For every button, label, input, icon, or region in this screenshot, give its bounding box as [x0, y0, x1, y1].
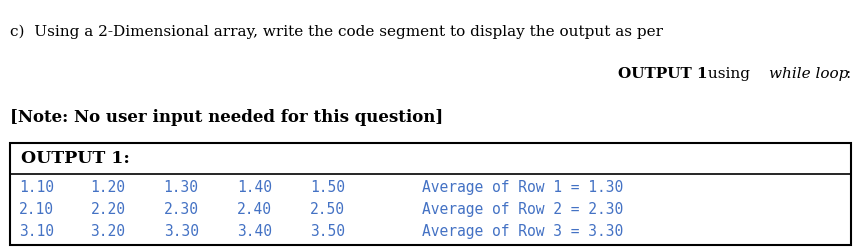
- Text: Average of Row 3 = 3.30: Average of Row 3 = 3.30: [422, 224, 623, 239]
- Text: 2.30: 2.30: [164, 202, 199, 217]
- Text: c)  Using a 2-Dimensional array, write the code segment to display the output as: c) Using a 2-Dimensional array, write th…: [10, 25, 663, 39]
- Text: Average of Row 1 = 1.30: Average of Row 1 = 1.30: [422, 180, 623, 195]
- Text: while loop: while loop: [769, 67, 848, 81]
- Text: 1.40: 1.40: [237, 180, 272, 195]
- Text: Average of Row 2 = 2.30: Average of Row 2 = 2.30: [422, 202, 623, 217]
- Text: 2.40: 2.40: [237, 202, 272, 217]
- Text: OUTPUT 1: OUTPUT 1: [618, 67, 708, 81]
- Text: :: :: [846, 67, 851, 81]
- Text: 3.30: 3.30: [164, 224, 199, 239]
- Text: 2.10: 2.10: [19, 202, 54, 217]
- Text: 1.10: 1.10: [19, 180, 54, 195]
- Text: 1.30: 1.30: [164, 180, 199, 195]
- Text: 1.20: 1.20: [90, 180, 126, 195]
- Text: 1.50: 1.50: [310, 180, 345, 195]
- Text: 2.50: 2.50: [310, 202, 345, 217]
- Text: OUTPUT 1:: OUTPUT 1:: [21, 150, 129, 167]
- Text: 3.10: 3.10: [19, 224, 54, 239]
- Text: 2.20: 2.20: [90, 202, 126, 217]
- Text: [Note: No user input needed for this question]: [Note: No user input needed for this que…: [10, 109, 443, 126]
- Text: using: using: [703, 67, 755, 81]
- Text: 3.50: 3.50: [310, 224, 345, 239]
- Text: 3.40: 3.40: [237, 224, 272, 239]
- Text: 3.20: 3.20: [90, 224, 126, 239]
